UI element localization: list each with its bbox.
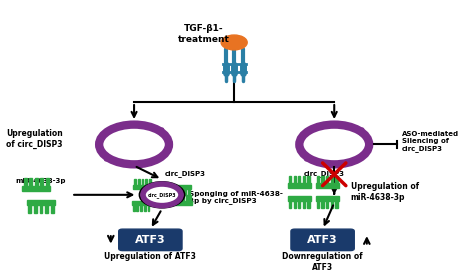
Bar [188,189,190,195]
Bar [147,205,149,211]
Bar [144,205,146,211]
Text: ATF3: ATF3 [135,235,166,245]
Bar [336,201,338,208]
Bar [29,177,32,185]
Bar [142,179,143,185]
Bar [27,200,55,205]
Text: circ_DISP3: circ_DISP3 [164,170,205,177]
Bar [298,201,301,208]
Bar [181,189,182,195]
Bar [321,176,324,183]
Bar [190,195,191,201]
Bar [172,185,191,189]
Bar [293,176,296,183]
Bar [288,197,311,201]
Bar [178,195,180,201]
Bar [138,179,140,185]
Bar [293,201,296,208]
Bar [303,176,305,183]
Text: Sponging of miR-4638-
3p by circ_DISP3: Sponging of miR-4638- 3p by circ_DISP3 [189,190,283,205]
Bar [331,176,333,183]
Text: Upregulation of ATF3: Upregulation of ATF3 [104,253,196,261]
Bar [182,195,184,201]
Bar [336,176,338,183]
Bar [303,201,305,208]
Bar [173,201,192,205]
FancyBboxPatch shape [291,229,354,251]
Text: miR-4638-3p: miR-4638-3p [16,177,66,184]
Text: ASO-mediated
Silencing of
circ_DISP3: ASO-mediated Silencing of circ_DISP3 [402,131,459,152]
Bar [289,201,291,208]
Bar [321,201,324,208]
Bar [184,189,186,195]
Bar [35,177,38,185]
Text: TGF-β1-
treatment: TGF-β1- treatment [178,24,230,44]
Circle shape [221,35,247,50]
Bar [317,201,319,208]
Bar [326,201,328,208]
Bar [133,185,152,189]
Bar [34,205,37,213]
Text: Upregulation
of circ_DISP3: Upregulation of circ_DISP3 [6,129,63,149]
Bar [298,176,301,183]
Text: Upregulation of
miR-4638-3p: Upregulation of miR-4638-3p [351,182,419,202]
Bar [39,205,42,213]
Bar [288,183,311,188]
Circle shape [140,182,184,208]
Bar [45,205,48,213]
Bar [173,189,175,195]
FancyBboxPatch shape [118,229,182,251]
Bar [24,177,27,185]
Text: circ_DISP3: circ_DISP3 [304,170,345,177]
Bar [133,205,135,211]
Bar [28,205,31,213]
Bar [46,177,49,185]
Bar [40,177,43,185]
Bar [308,176,310,183]
Bar [316,197,339,201]
Text: Downregulation of
ATF3: Downregulation of ATF3 [283,253,363,272]
Bar [289,176,291,183]
Text: ATF3: ATF3 [307,235,338,245]
Text: circ_DISP3: circ_DISP3 [148,192,176,198]
Bar [132,201,150,205]
Bar [22,185,50,191]
Bar [308,201,310,208]
Bar [134,179,136,185]
Bar [51,205,54,213]
Bar [316,183,339,188]
Bar [145,179,147,185]
Bar [331,201,333,208]
Bar [326,176,328,183]
Bar [174,195,176,201]
Bar [177,189,179,195]
Bar [140,205,142,211]
Bar [149,179,151,185]
Bar [186,195,188,201]
Bar [137,205,138,211]
Bar [317,176,319,183]
